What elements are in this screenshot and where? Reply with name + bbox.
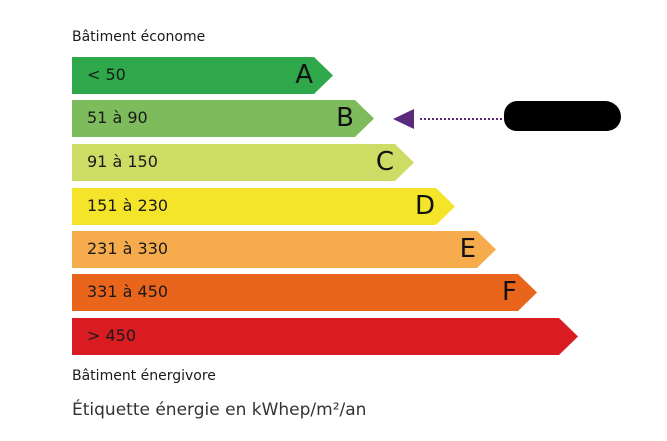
band-b: 51 à 90 B: [72, 100, 374, 137]
band-letter: F: [502, 277, 517, 307]
indicator-arrow-icon: [393, 109, 414, 129]
band-d: 151 à 230 D: [72, 188, 455, 225]
unit-caption: Étiquette énergie en kWhep/m²/an: [72, 400, 367, 420]
band-e: 231 à 330 E: [72, 231, 496, 268]
band-letter: C: [375, 147, 394, 177]
bottom-label: Bâtiment énergivore: [72, 368, 216, 384]
band-letter: A: [295, 60, 313, 90]
band-g: > 450: [72, 318, 578, 355]
band-letter: D: [414, 191, 435, 221]
band-f: 331 à 450 F: [72, 274, 537, 311]
band-letter: E: [459, 234, 476, 264]
band-range: > 450: [87, 326, 137, 345]
band-range: 51 à 90: [87, 108, 148, 127]
band-c: 91 à 150 C: [72, 144, 414, 181]
band-range: < 50: [87, 65, 126, 84]
indicator-dotted-line: [420, 118, 502, 120]
redacted-value: [504, 101, 621, 131]
band-a: < 50 A: [72, 57, 333, 94]
band-letter: B: [336, 103, 354, 133]
top-label: Bâtiment économe: [72, 29, 206, 45]
band-range: 151 à 230: [87, 196, 169, 215]
band-range: 91 à 150: [87, 152, 158, 171]
band-range: 231 à 330: [87, 239, 169, 258]
band-range: 331 à 450: [87, 282, 169, 301]
